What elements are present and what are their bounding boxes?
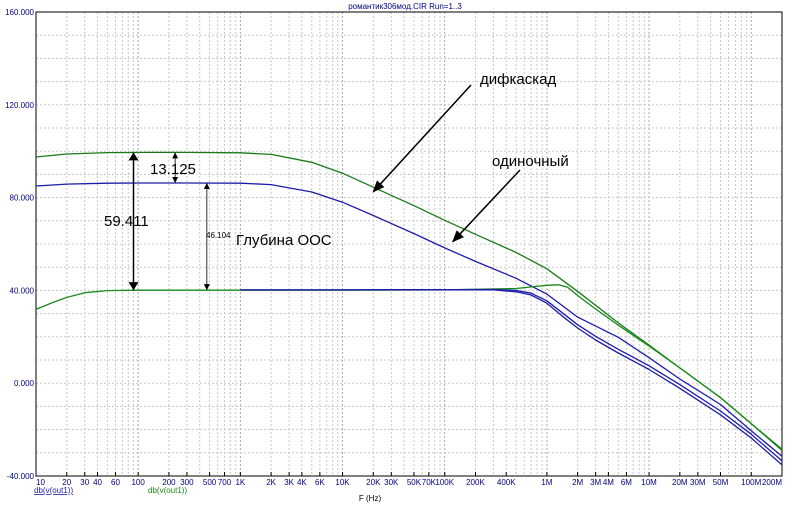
x-tick-label: 2M	[572, 478, 583, 487]
series-line-2	[35, 182, 783, 457]
x-tick-label: 20M	[672, 478, 688, 487]
x-tick-label: 500	[203, 478, 217, 487]
x-tick-label: 1K	[235, 478, 245, 487]
x-tick-label: 200M	[762, 478, 782, 487]
x-tick-label: 3M	[590, 478, 601, 487]
x-tick-label: 100M	[741, 478, 761, 487]
x-tick-label: 50M	[713, 478, 729, 487]
chart-title: романтик306мод.CIR Run=1..3	[348, 2, 462, 11]
x-tick-label: 3K	[284, 478, 294, 487]
label-difkaskad: дифкаскад	[480, 71, 556, 88]
x-tick-label: 400K	[497, 478, 516, 487]
y-tick-label: 120.000	[5, 101, 34, 110]
x-tick-label: 30	[80, 478, 89, 487]
x-tick-label: 10M	[641, 478, 657, 487]
plot-frame	[35, 11, 783, 477]
series-line-3	[35, 284, 783, 451]
y-tick-label: 160.000	[5, 8, 34, 17]
series-line-4	[240, 288, 783, 462]
odinochny-arrow	[452, 169, 521, 243]
y-tick-label: 80.000	[10, 194, 35, 203]
legend-entry-1: db(v(out1))	[34, 486, 73, 495]
dimension-arrowhead-bottom	[203, 284, 210, 291]
x-tick-label: 200	[162, 478, 176, 487]
x-tick-label: 300	[180, 478, 194, 487]
dim-label-46104: 46.104	[206, 231, 231, 240]
x-tick-label: 40	[93, 478, 102, 487]
y-tick-label: 40.000	[10, 286, 35, 295]
label-odinochny: одиночный	[492, 153, 569, 170]
series-line-1	[35, 151, 783, 450]
dimension-arrowhead-bottom	[172, 176, 179, 183]
y-axis: 160.000 120.000 80.000 40.000 0.000 -40.000	[5, 8, 34, 481]
dimension-group	[128, 152, 210, 291]
x-tick-label: 6K	[315, 478, 325, 487]
y-tick-label: 0.000	[14, 379, 35, 388]
x-tick-label: 50K	[407, 478, 422, 487]
x-tick-label: 4M	[603, 478, 614, 487]
grid	[36, 12, 782, 476]
dimension-arrowhead-top	[128, 152, 139, 161]
x-tick-label: 60	[111, 478, 120, 487]
legend-entry-2: db(v(out1))	[148, 486, 187, 495]
x-tick-label: 6M	[621, 478, 632, 487]
dim-label-13125: 13.125	[150, 161, 196, 178]
x-tick-label: 10	[36, 478, 45, 487]
x-tick-label: 10K	[335, 478, 350, 487]
x-tick-label: 30K	[384, 478, 399, 487]
dimension-arrowhead-top	[203, 182, 210, 189]
x-axis: 10 20 30 40 60 100 200 300 500 700 1K 2K 3K 4K 6K 10K 20…	[35, 472, 783, 487]
x-tick-label: 2K	[266, 478, 276, 487]
label-feedback-depth: Глубина ООС	[236, 232, 332, 249]
x-tick-label: 30M	[690, 478, 706, 487]
difkaskad-arrow	[372, 84, 472, 193]
x-tick-label: 100K	[435, 478, 454, 487]
dimension-arrowhead-top	[172, 152, 179, 159]
dimension-arrowhead-bottom	[128, 282, 139, 291]
x-tick-label: 20	[62, 478, 71, 487]
series-group	[35, 151, 783, 466]
x-tick-label: 200K	[466, 478, 485, 487]
series-line-5	[240, 289, 783, 466]
x-tick-label: 70K	[422, 478, 437, 487]
x-tick-label: 20K	[366, 478, 381, 487]
xlabel: F (Hz)	[359, 494, 382, 503]
y-tick-label: -40.000	[7, 472, 35, 481]
x-tick-label: 4K	[297, 478, 307, 487]
x-tick-label: 700	[218, 478, 232, 487]
x-tick-label: 100	[131, 478, 145, 487]
dim-label-59411: 59.411	[104, 213, 149, 230]
x-tick-label: 1M	[541, 478, 552, 487]
